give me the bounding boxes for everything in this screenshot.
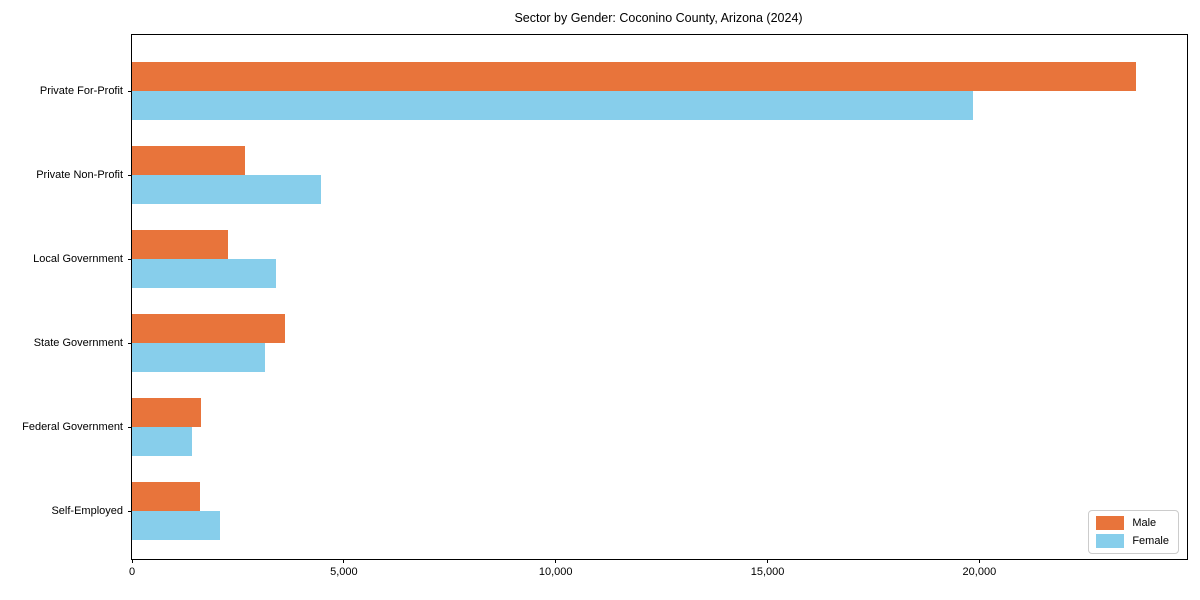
bar-female-federal-government bbox=[132, 427, 193, 457]
y-tick-mark bbox=[128, 510, 132, 512]
legend-label-male: Male bbox=[1132, 517, 1157, 529]
legend-swatch-female bbox=[1096, 534, 1125, 548]
x-tick-mark bbox=[343, 559, 345, 563]
y-tick-mark bbox=[128, 258, 132, 260]
x-tick-mark bbox=[978, 559, 980, 563]
y-tick-label-federal-government: Federal Government bbox=[22, 421, 123, 433]
y-tick-label-state-government: State Government bbox=[33, 337, 123, 349]
bar-female-self-employed bbox=[132, 511, 220, 541]
x-tick-mark bbox=[131, 559, 133, 563]
legend-item-female: Female bbox=[1096, 534, 1169, 548]
x-tick-label-15-000: 15,000 bbox=[750, 566, 785, 578]
bar-male-federal-government bbox=[132, 397, 202, 427]
bar-female-private-non-profit bbox=[132, 175, 321, 205]
y-tick-label-local-government: Local Government bbox=[33, 253, 123, 265]
y-tick-label-self-employed: Self-Employed bbox=[51, 505, 123, 517]
y-tick-label-private-non-profit: Private Non-Profit bbox=[36, 169, 123, 181]
y-tick-mark bbox=[128, 426, 132, 428]
bar-female-local-government bbox=[132, 259, 277, 289]
bar-male-private-for-profit bbox=[132, 61, 1137, 91]
x-tick-label-20-000: 20,000 bbox=[962, 566, 997, 578]
plot-area: Male Female Private For-Profit Private No… bbox=[22, 34, 1188, 578]
legend-item-male: Male bbox=[1096, 516, 1169, 530]
y-tick-label-private-for-profit: Private For-Profit bbox=[39, 85, 123, 97]
x-tick-mark bbox=[555, 559, 557, 563]
x-tick-label-10-000: 10,000 bbox=[538, 566, 573, 578]
legend: Male Female bbox=[1088, 510, 1179, 554]
bar-female-private-for-profit bbox=[132, 91, 974, 121]
bar-female-state-government bbox=[132, 343, 266, 373]
bar-male-local-government bbox=[132, 229, 228, 259]
bar-male-self-employed bbox=[132, 481, 201, 511]
x-tick-label-5-000: 5,000 bbox=[330, 566, 358, 578]
y-tick-mark bbox=[128, 174, 132, 176]
y-tick-mark bbox=[128, 90, 132, 92]
y-tick-mark bbox=[128, 342, 132, 344]
x-tick-mark bbox=[767, 559, 769, 563]
x-tick-label-0: 0 bbox=[128, 566, 136, 578]
legend-label-female: Female bbox=[1132, 535, 1169, 547]
bar-male-state-government bbox=[132, 313, 285, 343]
chart-title: Sector by Gender: Coconino County, Arizo… bbox=[514, 11, 803, 25]
bar-male-private-non-profit bbox=[132, 145, 245, 175]
legend-swatch-male bbox=[1096, 516, 1125, 530]
